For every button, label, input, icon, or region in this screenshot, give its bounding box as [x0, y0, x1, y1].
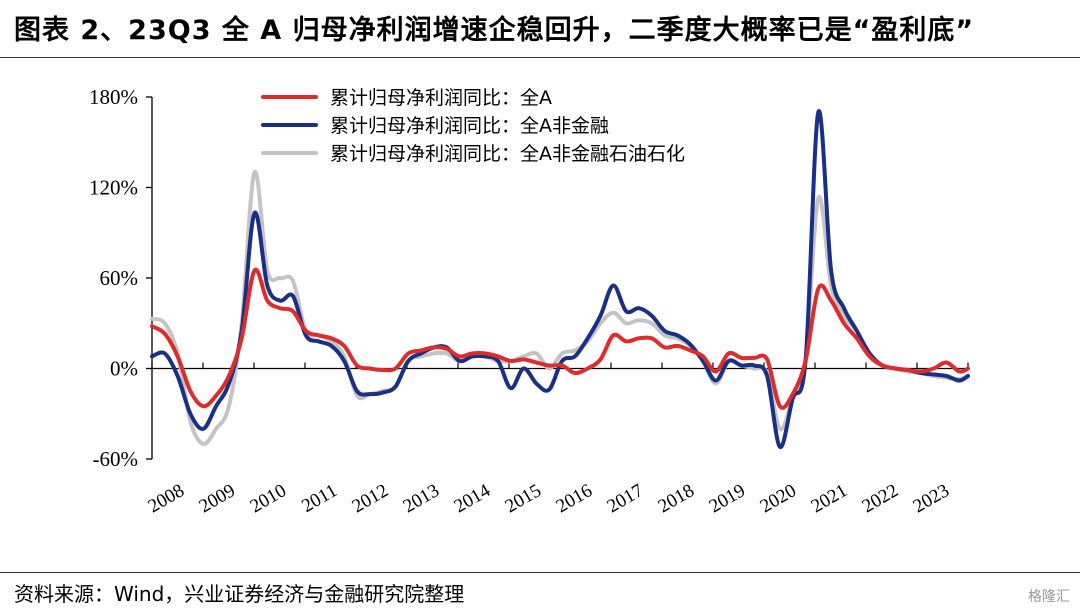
legend-label-1: 累计归母净利润同比：全A非金融	[330, 115, 609, 137]
x-tick-label: 2018	[655, 480, 698, 517]
x-tick-label: 2019	[706, 480, 749, 517]
x-tick-label: 2012	[349, 480, 392, 517]
series-line-1	[150, 109, 970, 449]
x-tick-label: 2011	[298, 480, 341, 517]
x-tick-label: 2022	[859, 480, 902, 517]
series-line-2	[150, 170, 970, 446]
legend: 累计归母净利润同比：全A 累计归母净利润同比：全A非金融累计归母净利润同比：全A非…	[261, 87, 685, 165]
x-tick-label: 2013	[400, 480, 443, 517]
x-tick-label: 2009	[196, 480, 239, 517]
y-axis: -60% 0% 60% 120% 180%	[89, 85, 153, 471]
x-tick-label: 2015	[502, 480, 545, 517]
x-tick-label: 2010	[247, 480, 290, 517]
x-tick-label: 2021	[808, 480, 851, 517]
y-tick-label: 60%	[100, 266, 139, 290]
x-tick-label: 2016	[553, 480, 596, 517]
legend-label-2: 累计归母净利润同比：全A非金融石油石化	[330, 143, 685, 165]
top-rule	[0, 57, 1080, 58]
y-tick-label: -60%	[93, 447, 139, 471]
x-tick-label: 2017	[604, 480, 647, 517]
x-tick-label: 2023	[910, 480, 953, 517]
watermark: 格隆汇	[1028, 589, 1070, 605]
x-axis: 2008 2009 2010 2011 2012 2013 2014 2015 2016 2017…	[145, 362, 969, 517]
x-tick-label: 2020	[757, 480, 800, 517]
x-tick-label: 2008	[145, 480, 188, 517]
series-line-0	[150, 267, 970, 410]
x-tick-label: 2014	[451, 480, 495, 517]
chart-title: 图表 2、23Q3 全 A 归母净利润增速企稳回升，二季度大概率已是“盈利底”	[14, 15, 975, 46]
series-lines	[150, 109, 970, 449]
y-tick-label: 180%	[89, 85, 138, 109]
source-note: 资料来源：Wind，兴业证券经济与金融研究院整理	[14, 582, 465, 606]
bottom-rule	[0, 572, 1080, 573]
legend-label-0: 累计归母净利润同比：全A	[330, 87, 552, 109]
y-tick-label: 0%	[110, 357, 138, 381]
y-tick-label: 120%	[89, 176, 138, 200]
